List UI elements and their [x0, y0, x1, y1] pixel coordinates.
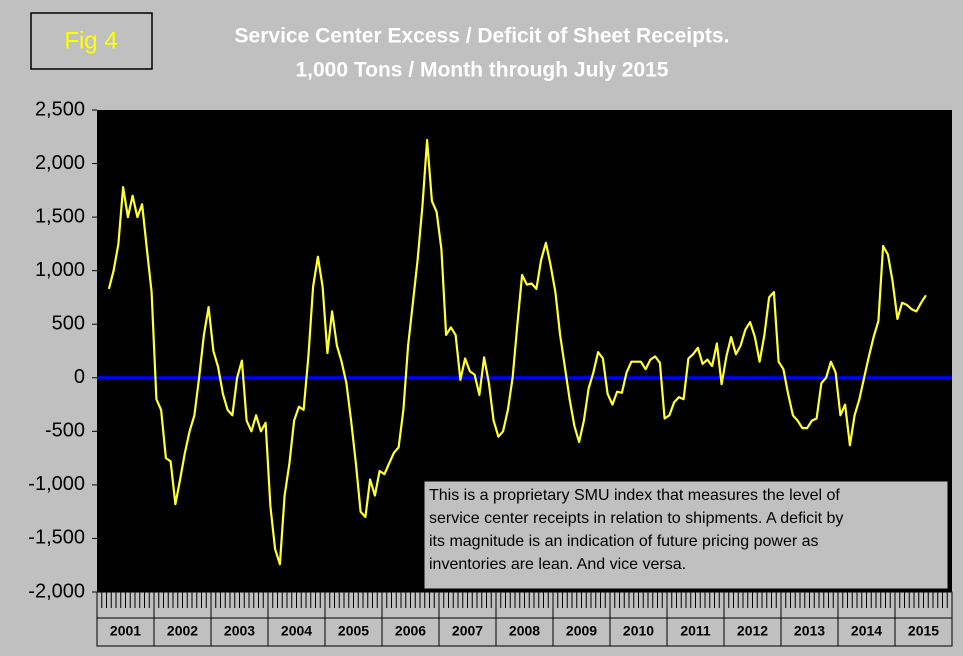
- data-line: [107, 138, 927, 566]
- y-tick-label: -2,000: [28, 580, 85, 602]
- x-tick-label: 2007: [452, 623, 483, 639]
- chart-title: Service Center Excess / Deficit of Sheet…: [235, 25, 730, 48]
- x-tick-label: 2008: [509, 623, 540, 639]
- y-tick-label: 1,000: [35, 259, 85, 281]
- y-tick-label: -1,000: [28, 473, 85, 495]
- x-tick-label: 2001: [110, 623, 141, 639]
- x-tick-label: 2006: [395, 623, 426, 639]
- annotation-text: inventories are lean. And vice versa.: [429, 556, 686, 573]
- x-tick-label: 2014: [851, 623, 882, 639]
- annotation-text: service center receipts in relation to s…: [429, 510, 843, 527]
- y-tick-label: 0: [74, 366, 85, 388]
- annotation-text: its magnitude is an indication of future…: [429, 533, 819, 550]
- y-tick-label: -500: [45, 420, 85, 442]
- x-tick-label: 2012: [737, 623, 768, 639]
- figure-box: [30, 12, 153, 70]
- x-tick-label: 2005: [338, 623, 369, 639]
- x-tick-label: 2004: [281, 623, 312, 639]
- y-tick-label: 2,500: [35, 98, 85, 120]
- figure-label: Fig 4: [64, 27, 117, 54]
- x-tick-label: 2010: [623, 623, 654, 639]
- annotation-box: [423, 480, 949, 590]
- x-tick-label: 2013: [794, 623, 825, 639]
- y-tick-label: 500: [52, 313, 85, 335]
- y-tick-label: 2,000: [35, 152, 85, 174]
- y-tick-label: -1,500: [28, 527, 85, 549]
- y-tick-label: 1,500: [35, 205, 85, 227]
- x-tick-label: 2003: [224, 623, 255, 639]
- chart-title: 1,000 Tons / Month through July 2015: [295, 59, 668, 82]
- x-tick-label: 2009: [566, 623, 597, 639]
- x-tick-label: 2002: [167, 623, 198, 639]
- x-tick-label: 2011: [680, 623, 711, 639]
- x-tick-label: 2015: [908, 623, 939, 639]
- annotation-text: This is a proprietary SMU index that mea…: [429, 487, 840, 504]
